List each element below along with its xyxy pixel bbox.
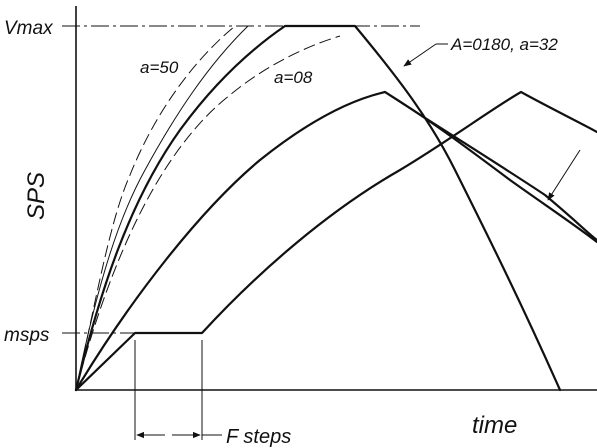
x-axis-label: time [472, 412, 517, 439]
msps-label: msps [4, 325, 50, 346]
curve-medium-profile [74, 90, 597, 392]
f-steps-label: F steps [226, 426, 291, 448]
a08-label: a=08 [274, 68, 313, 87]
curve-a08-dashed [75, 35, 341, 391]
callout-leader-bottom [547, 149, 581, 201]
y-axis-label: SPS [23, 172, 50, 220]
curve-msps-profile [74, 90, 597, 392]
callout-leader-top [403, 43, 437, 67]
curve-thin-solid [75, 25, 249, 391]
vmax-label: Vmax [4, 18, 54, 39]
curve-a50-dashed [75, 25, 236, 391]
callout-label: A=0180, a=32 [450, 35, 558, 54]
curve-long-decel [383, 90, 597, 242]
a50-label: a=50 [140, 58, 179, 77]
curve-vmax-profile [74, 24, 562, 392]
